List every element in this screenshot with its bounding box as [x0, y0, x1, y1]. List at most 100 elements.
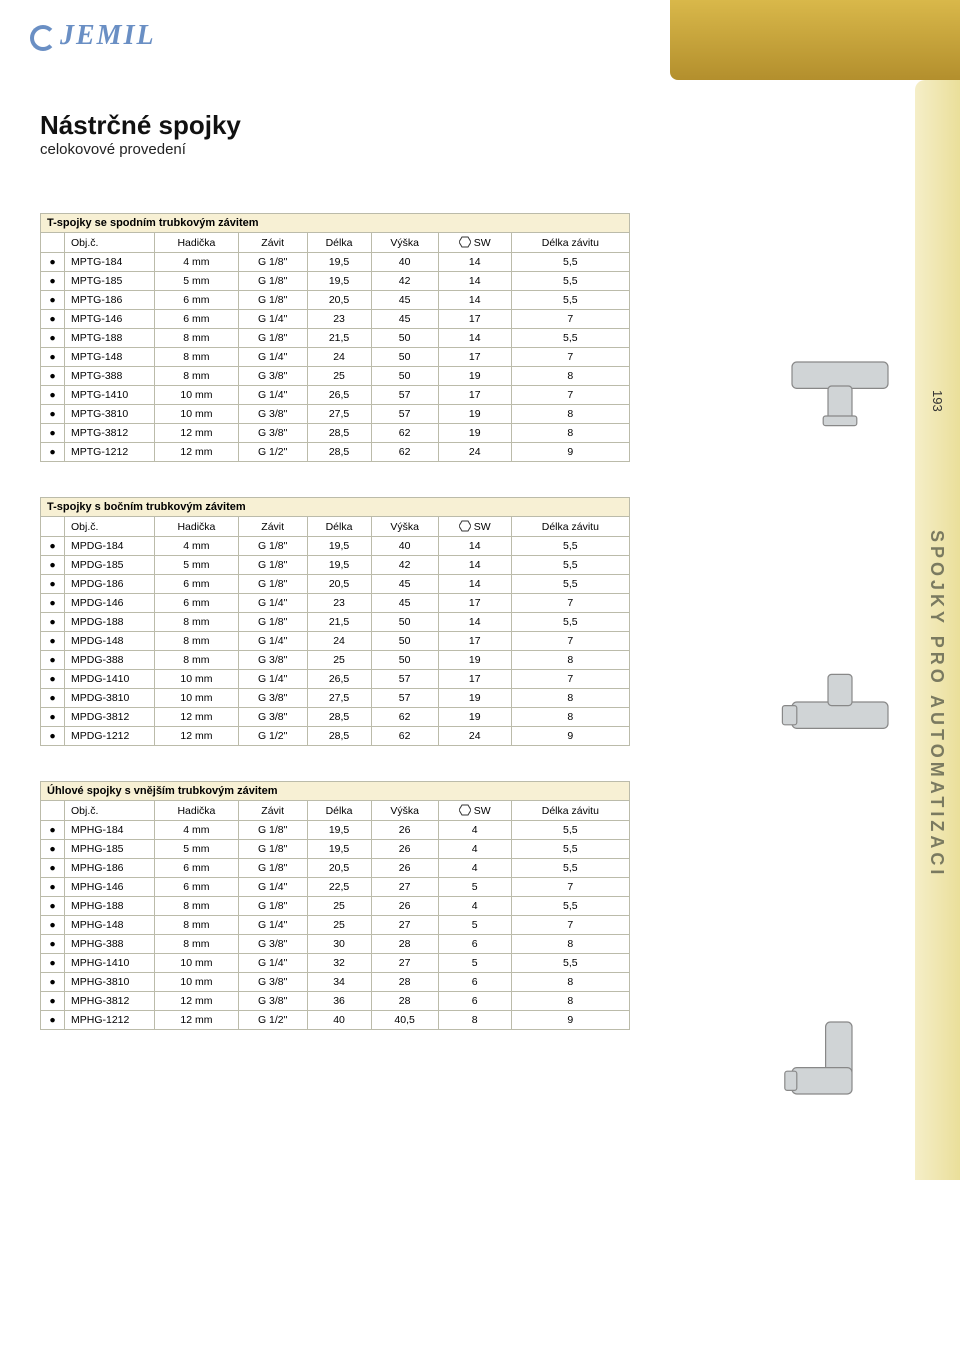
table-cell: 24: [307, 632, 371, 651]
table-row: ●MPDG-381010 mmG 3/8"27,557198: [41, 689, 630, 708]
table-cell: 57: [371, 689, 438, 708]
col-blank: [41, 801, 65, 821]
table-cell: 8 mm: [155, 348, 239, 367]
table-cell: 14: [438, 575, 511, 594]
table-cell: 26: [371, 840, 438, 859]
table-cell: G 1/8": [238, 272, 307, 291]
table-cell: 12 mm: [155, 727, 239, 746]
table-row: ●MPDG-1855 mmG 1/8"19,542145,5: [41, 556, 630, 575]
table-cell: 4 mm: [155, 537, 239, 556]
table-cell: MPTG-188: [65, 329, 155, 348]
table-cell: 8 mm: [155, 632, 239, 651]
table-cell: MPDG-148: [65, 632, 155, 651]
table-cell: 50: [371, 651, 438, 670]
table-cell: MPTG-146: [65, 310, 155, 329]
col-header: SW: [438, 801, 511, 821]
table-cell: G 1/4": [238, 348, 307, 367]
col-header: Hadička: [155, 517, 239, 537]
table-cell: G 1/8": [238, 821, 307, 840]
table-cell: 23: [307, 310, 371, 329]
brand-text: JEMIL: [60, 20, 156, 51]
table-cell: 19: [438, 651, 511, 670]
row-bullet: ●: [41, 670, 65, 689]
table-cell: 8: [511, 992, 629, 1011]
table-cell: 12 mm: [155, 424, 239, 443]
table-cell: G 1/4": [238, 632, 307, 651]
table-cell: 12 mm: [155, 992, 239, 1011]
table-cell: 19,5: [307, 537, 371, 556]
table-cell: 4 mm: [155, 821, 239, 840]
table-cell: 17: [438, 670, 511, 689]
product-image-t-side: [780, 660, 900, 780]
table-cell: MPHG-3812: [65, 992, 155, 1011]
table-cell: 5,5: [511, 253, 629, 272]
table-cell: 7: [511, 310, 629, 329]
table-cell: 40: [371, 537, 438, 556]
table-row: ●MPHG-121212 mmG 1/2"4040,589: [41, 1011, 630, 1030]
table-row: ●MPTG-3888 mmG 3/8"2550198: [41, 367, 630, 386]
table-cell: G 1/4": [238, 594, 307, 613]
table-row: ●MPDG-381212 mmG 3/8"28,562198: [41, 708, 630, 727]
table-cell: 28,5: [307, 424, 371, 443]
table-cell: 14: [438, 272, 511, 291]
table-cell: 9: [511, 1011, 629, 1030]
row-bullet: ●: [41, 821, 65, 840]
row-bullet: ●: [41, 1011, 65, 1030]
table-cell: 57: [371, 670, 438, 689]
table-cell: 8: [511, 424, 629, 443]
table-row: ●MPDG-1888 mmG 1/8"21,550145,5: [41, 613, 630, 632]
table-cell: 5 mm: [155, 840, 239, 859]
table-cell: MPTG-388: [65, 367, 155, 386]
table-cell: 8 mm: [155, 897, 239, 916]
table-cell: 50: [371, 613, 438, 632]
table-cell: G 1/8": [238, 537, 307, 556]
table-cell: 28: [371, 973, 438, 992]
hex-icon: [459, 520, 471, 533]
table-cell: 5,5: [511, 291, 629, 310]
table-cell: 40: [307, 1011, 371, 1030]
table-cell: 6 mm: [155, 291, 239, 310]
table-cell: G 1/8": [238, 329, 307, 348]
table-cell: 10 mm: [155, 954, 239, 973]
row-bullet: ●: [41, 443, 65, 462]
table-cell: MPHG-184: [65, 821, 155, 840]
col-blank: [41, 517, 65, 537]
table-cell: 5,5: [511, 575, 629, 594]
table-cell: 10 mm: [155, 670, 239, 689]
table-cell: 5,5: [511, 272, 629, 291]
row-bullet: ●: [41, 840, 65, 859]
spec-table: Úhlové spojky s vnějším trubkovým závite…: [40, 781, 890, 1030]
table-cell: 8 mm: [155, 367, 239, 386]
row-bullet: ●: [41, 878, 65, 897]
table-cell: MPDG-186: [65, 575, 155, 594]
table-cell: 14: [438, 291, 511, 310]
table-row: ●MPHG-1888 mmG 1/8"252645,5: [41, 897, 630, 916]
col-blank: [41, 233, 65, 253]
table-cell: G 3/8": [238, 424, 307, 443]
col-header: Délka: [307, 801, 371, 821]
table-cell: MPTG-1410: [65, 386, 155, 405]
table-row: ●MPTG-121212 mmG 1/2"28,562249: [41, 443, 630, 462]
row-bullet: ●: [41, 405, 65, 424]
table-cell: 45: [371, 291, 438, 310]
row-bullet: ●: [41, 992, 65, 1011]
col-header: Obj.č.: [65, 233, 155, 253]
table-cell: 6 mm: [155, 859, 239, 878]
table-cell: 19,5: [307, 272, 371, 291]
table-cell: 50: [371, 348, 438, 367]
table-cell: 28: [371, 935, 438, 954]
table-cell: MPHG-146: [65, 878, 155, 897]
table-cell: G 3/8": [238, 935, 307, 954]
table-cell: G 3/8": [238, 689, 307, 708]
table-cell: G 1/4": [238, 916, 307, 935]
table-cell: 10 mm: [155, 386, 239, 405]
row-bullet: ●: [41, 708, 65, 727]
table-cell: 62: [371, 424, 438, 443]
table-cell: 26: [371, 821, 438, 840]
row-bullet: ●: [41, 367, 65, 386]
table-cell: G 1/8": [238, 613, 307, 632]
table-cell: 5,5: [511, 556, 629, 575]
table-cell: MPDG-1212: [65, 727, 155, 746]
row-bullet: ●: [41, 537, 65, 556]
table-cell: 4 mm: [155, 253, 239, 272]
